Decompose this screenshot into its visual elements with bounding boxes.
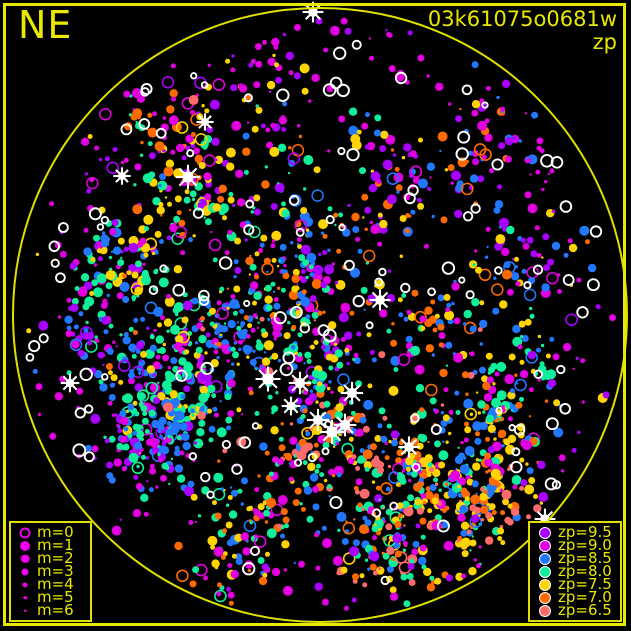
legend-item-m1: m=1 [15,536,86,554]
circle-marker-icon [539,604,551,617]
circle-marker-icon [20,540,30,551]
circle-marker-icon [20,554,30,563]
magnitude-swatch [15,565,35,578]
legend-label: m=6 [37,601,74,619]
legend-item-m2: m=2 [15,549,86,567]
legend-item-zp-9-5: zp=9.5 [534,523,616,541]
circle-marker-icon [539,552,551,565]
magnitude-swatch [15,591,35,604]
legend-label: m=2 [37,549,74,567]
magnitude-legend: m=0 m=1 m=2 m=3 m=4 m=5 m=6 [9,521,92,622]
legend-item-m5: m=5 [15,588,86,606]
frame-id-label: 03k61075o0681w [427,7,617,31]
zeropoint-swatch [534,539,556,552]
circle-marker-icon [539,526,551,539]
legend-label: zp=7.5 [558,575,612,593]
legend-label: m=3 [37,562,74,580]
legend-label: zp=8.5 [558,549,612,567]
legend-item-m4: m=4 [15,575,86,593]
circle-marker-icon [23,595,27,600]
zeropoint-swatch [534,578,556,591]
zeropoint-swatch [534,565,556,578]
circle-marker-icon [539,591,551,604]
legend-item-zp-8-0: zp=8.0 [534,562,616,580]
zeropoint-legend: zp=9.5 zp=9.0 zp=8.5 zp=8.0 zp=7.5 zp=7.… [528,521,622,622]
magnitude-swatch [15,526,35,539]
zeropoint-swatch [534,552,556,565]
zeropoint-swatch [534,591,556,604]
legend-label: m=5 [37,588,74,606]
circle-marker-icon [19,527,31,538]
legend-label: zp=7.0 [558,588,612,606]
legend-label: m=1 [37,536,74,554]
magnitude-swatch [15,552,35,565]
legend-label: m=4 [37,575,74,593]
magnitude-swatch [15,539,35,552]
circle-marker-icon [539,578,551,591]
zeropoint-swatch [534,526,556,539]
frame-subtitle-label: zp [592,30,617,54]
legend-item-zp-7-0: zp=7.0 [534,588,616,606]
legend-item-zp-6-5: zp=6.5 [534,601,616,619]
legend-label: m=0 [37,523,74,541]
circle-marker-icon [23,609,27,612]
legend-label: zp=9.0 [558,536,612,554]
circle-marker-icon [22,582,28,587]
legend-label: zp=8.0 [558,562,612,580]
magnitude-swatch [15,578,35,591]
legend-item-zp-7-5: zp=7.5 [534,575,616,593]
legend-item-m0: m=0 [15,523,86,541]
legend-item-zp-8-5: zp=8.5 [534,549,616,567]
legend-label: zp=6.5 [558,601,612,619]
legend-item-m6: m=6 [15,601,86,619]
circle-marker-icon [539,539,551,552]
legend-item-m3: m=3 [15,562,86,580]
circle-marker-icon [21,568,29,575]
circle-marker-icon [539,565,551,578]
magnitude-swatch [15,604,35,617]
zeropoint-swatch [534,604,556,617]
direction-label: NE [18,3,73,47]
legend-label: zp=9.5 [558,523,612,541]
legend-item-zp-9-0: zp=9.0 [534,536,616,554]
